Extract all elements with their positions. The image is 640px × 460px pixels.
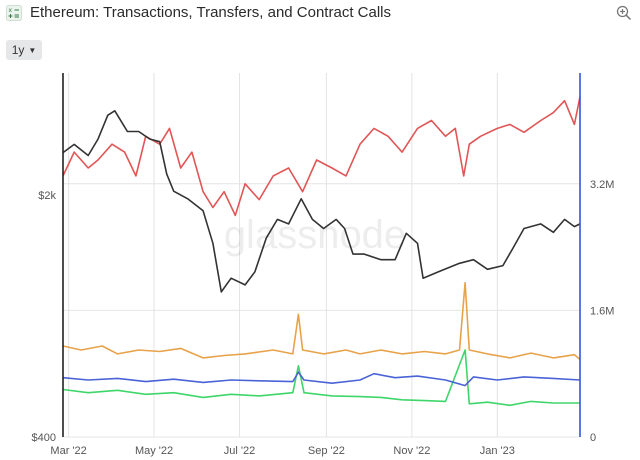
x-tick-label: Jul '22: [224, 445, 255, 457]
formula-icon: x: [6, 5, 22, 21]
caret-down-icon: ▼: [28, 45, 37, 55]
time-range-label: 1y: [11, 43, 25, 57]
chart-header: x Ethereum: Transactions, Transfers, and…: [0, 0, 640, 30]
zoom-in-icon[interactable]: [616, 5, 632, 21]
time-range-dropdown[interactable]: 1y ▼: [6, 40, 42, 60]
right-tick-label: 3.2M: [590, 179, 614, 191]
left-tick-label: $400: [32, 432, 56, 444]
series-line-3: [62, 371, 581, 387]
series-line-0: [62, 110, 581, 293]
series-line-2: [62, 281, 581, 361]
x-tick-label: May '22: [135, 445, 173, 457]
tick-labels: Mar '22 May '22 Jul '22 Sep '22 Nov '22 Jan '…: [32, 179, 615, 457]
watermark: glassnode: [224, 213, 406, 257]
series-line-4: [62, 349, 580, 407]
x-tick-label: Sep '22: [308, 445, 345, 457]
svg-text:x: x: [9, 7, 13, 14]
x-tick-label: Jan '23: [480, 445, 515, 457]
series-layer: [62, 96, 581, 407]
right-tick-label: 0: [590, 432, 596, 444]
series-line-1: [62, 96, 581, 217]
left-tick-label: $2k: [38, 190, 56, 202]
x-tick-label: Nov '22: [393, 445, 430, 457]
right-tick-label: 1.6M: [590, 305, 614, 317]
x-tick-label: Mar '22: [50, 445, 86, 457]
chart-title: Ethereum: Transactions, Transfers, and C…: [30, 4, 391, 21]
